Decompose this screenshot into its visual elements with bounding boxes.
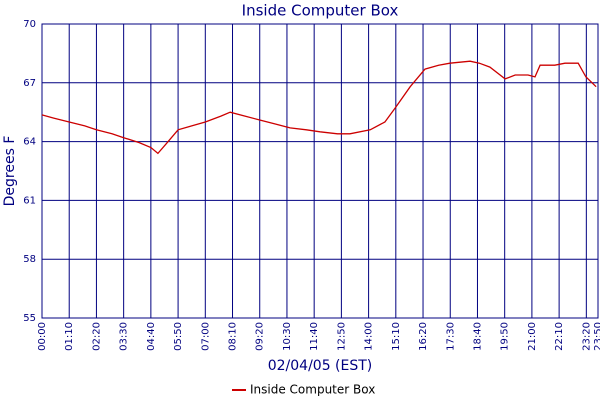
y-tick-label: 61 <box>23 195 36 206</box>
x-tick-label: 11:40 <box>309 322 320 351</box>
x-tick-label: 23:50 <box>593 322 600 351</box>
y-tick-label: 58 <box>23 254 36 265</box>
y-tick-label: 70 <box>23 19 36 30</box>
x-tick-label: 16:20 <box>418 322 429 351</box>
x-tick-label: 10:30 <box>282 322 293 351</box>
x-axis-title: 02/04/05 (EST) <box>268 358 373 374</box>
x-tick-label: 07:00 <box>200 322 211 351</box>
x-tick-label: 14:00 <box>364 322 375 351</box>
y-tick-label: 64 <box>23 137 36 148</box>
legend-label: Inside Computer Box <box>250 383 375 397</box>
x-tick-label: 05:50 <box>173 322 184 351</box>
x-tick-label: 18:40 <box>472 322 483 351</box>
x-tick-label: 22:10 <box>554 322 565 351</box>
x-tick-label: 21:00 <box>527 322 538 351</box>
x-tick-label: 08:10 <box>228 322 239 351</box>
x-tick-label: 17:30 <box>445 322 456 351</box>
x-tick-label: 03:30 <box>119 322 130 351</box>
chart-title: Inside Computer Box <box>242 2 399 20</box>
y-tick-label: 67 <box>23 78 36 89</box>
x-tick-label: 15:10 <box>391 322 402 351</box>
x-tick-label: 09:20 <box>255 322 266 351</box>
x-tick-label: 19:50 <box>500 322 511 351</box>
x-tick-label: 04:40 <box>146 322 157 351</box>
x-tick-label: 00:00 <box>37 322 48 351</box>
x-tick-label: 23:20 <box>581 322 592 351</box>
y-tick-label: 55 <box>23 313 36 324</box>
x-tick-label: 02:20 <box>91 322 102 351</box>
x-tick-label: 12:50 <box>336 322 347 351</box>
y-axis-title: Degrees F <box>2 136 18 207</box>
x-tick-label: 01:10 <box>64 322 75 351</box>
data-line <box>41 60 597 155</box>
